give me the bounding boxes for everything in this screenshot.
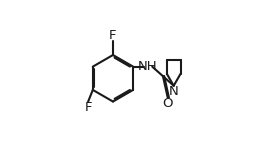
Text: O: O [162,97,172,110]
Text: F: F [84,101,92,114]
Text: NH: NH [138,60,158,73]
Text: N: N [169,85,179,98]
Text: F: F [109,29,117,42]
